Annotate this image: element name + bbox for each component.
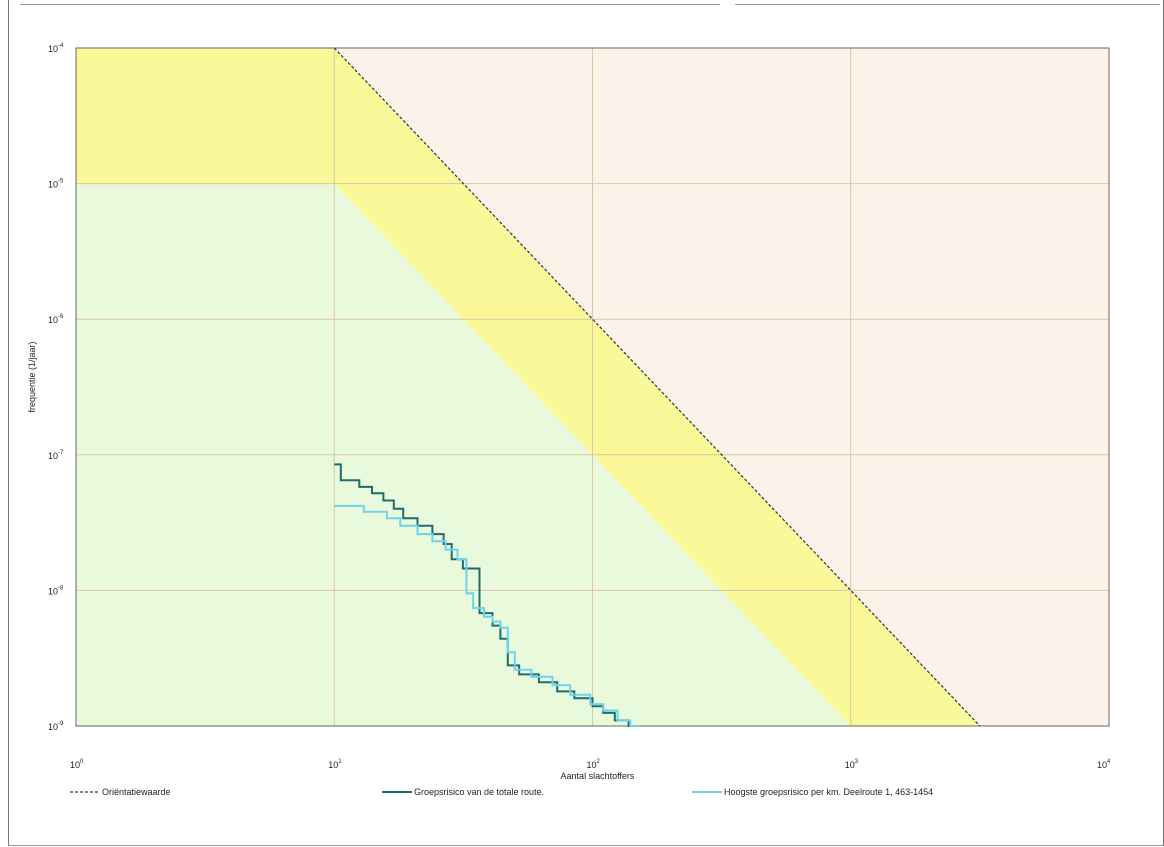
- y-tick-label: 10-7: [48, 450, 64, 461]
- y-tick-label: 10-4: [48, 43, 64, 54]
- series-lines: [333, 47, 981, 727]
- x-tick-label: 100: [70, 759, 84, 770]
- legend: Oriëntatiewaarde Groepsrisico van de tota…: [70, 787, 933, 797]
- legend-label-3: Hoogste groepsrisico per km. Deelroute 1…: [724, 787, 933, 797]
- y-axis-label: frequentie (1/jaar): [27, 341, 37, 412]
- series-line-1: [333, 47, 981, 727]
- series-line-3: [334, 504, 638, 727]
- y-tick-label: 10-6: [48, 314, 64, 325]
- series-line-2: [334, 463, 638, 727]
- x-tick-label: 103: [845, 759, 859, 770]
- y-tick-label: 10-9: [48, 721, 64, 732]
- x-tick-labels: 100 101 102 103 104: [70, 759, 1111, 770]
- y-tick-label: 10-8: [48, 585, 64, 596]
- x-tick-label: 102: [587, 759, 601, 770]
- x-tick-label: 104: [1097, 759, 1111, 770]
- top-rule-left: [20, 4, 720, 5]
- top-rule-right: [735, 4, 1160, 5]
- plot-area-border: [75, 47, 1110, 727]
- y-tick-labels: 10-4 10-5 10-6 10-7 10-8 10-9: [48, 43, 64, 732]
- y-tick-label: 10-5: [48, 179, 64, 190]
- x-tick-label: 101: [328, 759, 342, 770]
- legend-label-1: Oriëntatiewaarde: [102, 787, 171, 797]
- x-axis-label: Aantal slachtoffers: [561, 771, 635, 781]
- legend-label-2: Groepsrisico van de totale route.: [414, 787, 544, 797]
